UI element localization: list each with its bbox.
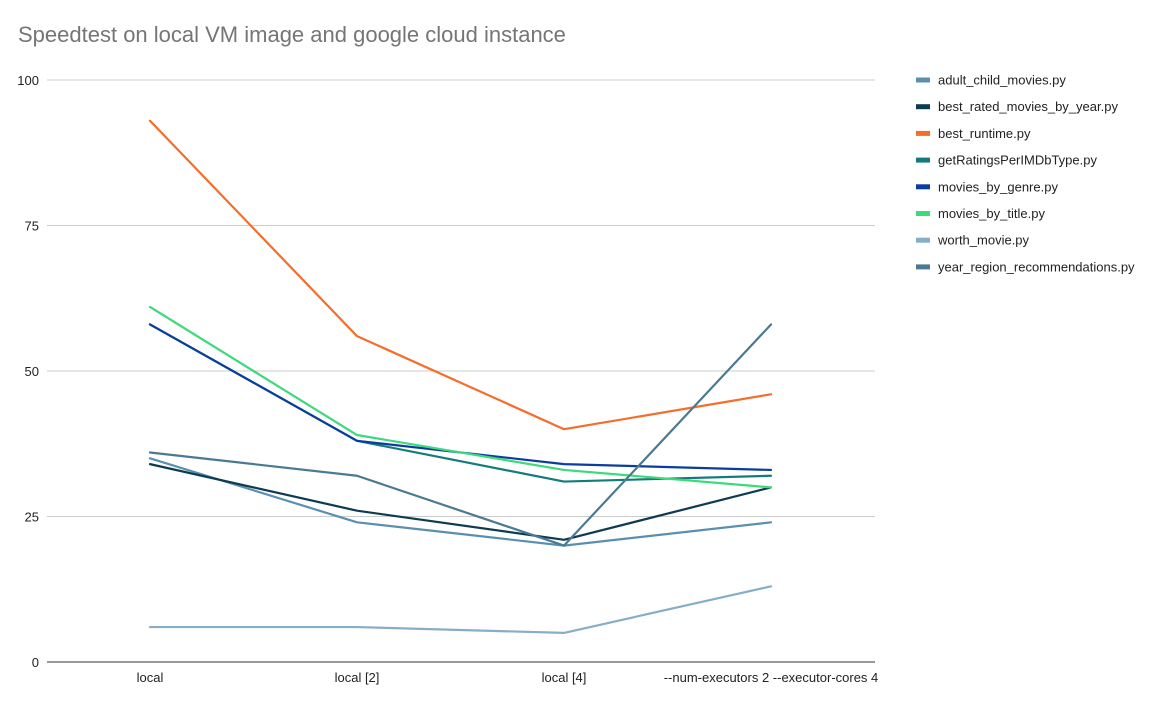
legend-label: worth_movie.py	[937, 233, 1030, 248]
y-tick-label: 50	[25, 364, 39, 379]
legend-label: adult_child_movies.py	[938, 73, 1066, 88]
legend-label: movies_by_genre.py	[938, 179, 1058, 194]
legend-swatch	[916, 237, 930, 243]
y-tick-label: 75	[25, 219, 39, 234]
series-line-year-region-recommendations-py	[148, 323, 773, 547]
series-line-worth-movie-py	[148, 585, 773, 635]
legend-label: year_region_recommendations.py	[938, 259, 1135, 274]
y-tick-label: 100	[17, 73, 39, 88]
x-tick-label: --num-executors 2 --executor-cores 4	[664, 670, 879, 685]
y-tick-label: 0	[32, 655, 39, 670]
legend-label: getRatingsPerIMDbType.py	[938, 153, 1097, 168]
legend-swatch	[916, 264, 930, 270]
series-line-best-runtime-py	[148, 119, 773, 431]
series-line-getratingsperimdbtype-py	[148, 323, 773, 483]
x-tick-label: local [4]	[542, 670, 587, 685]
legend-swatch	[916, 157, 930, 163]
y-tick-label: 25	[25, 510, 39, 525]
series-line-movies-by-title-py	[148, 305, 773, 489]
legend-swatch	[916, 77, 930, 83]
x-tick-label: local [2]	[335, 670, 380, 685]
legend-swatch	[916, 184, 930, 190]
legend-label: movies_by_title.py	[938, 206, 1045, 221]
series-line-movies-by-genre-py	[148, 323, 773, 472]
legend-label: best_rated_movies_by_year.py	[938, 99, 1118, 114]
legend-swatch	[916, 130, 930, 136]
chart-title: Speedtest on local VM image and google c…	[18, 22, 566, 47]
series-line-best-rated-movies-by-year-py	[148, 463, 773, 541]
x-tick-label: local	[137, 670, 164, 685]
legend-swatch	[916, 211, 930, 216]
legend-label: best_runtime.py	[938, 126, 1031, 141]
series-line-adult-child-movies-py	[148, 457, 773, 547]
legend-swatch	[916, 104, 930, 110]
